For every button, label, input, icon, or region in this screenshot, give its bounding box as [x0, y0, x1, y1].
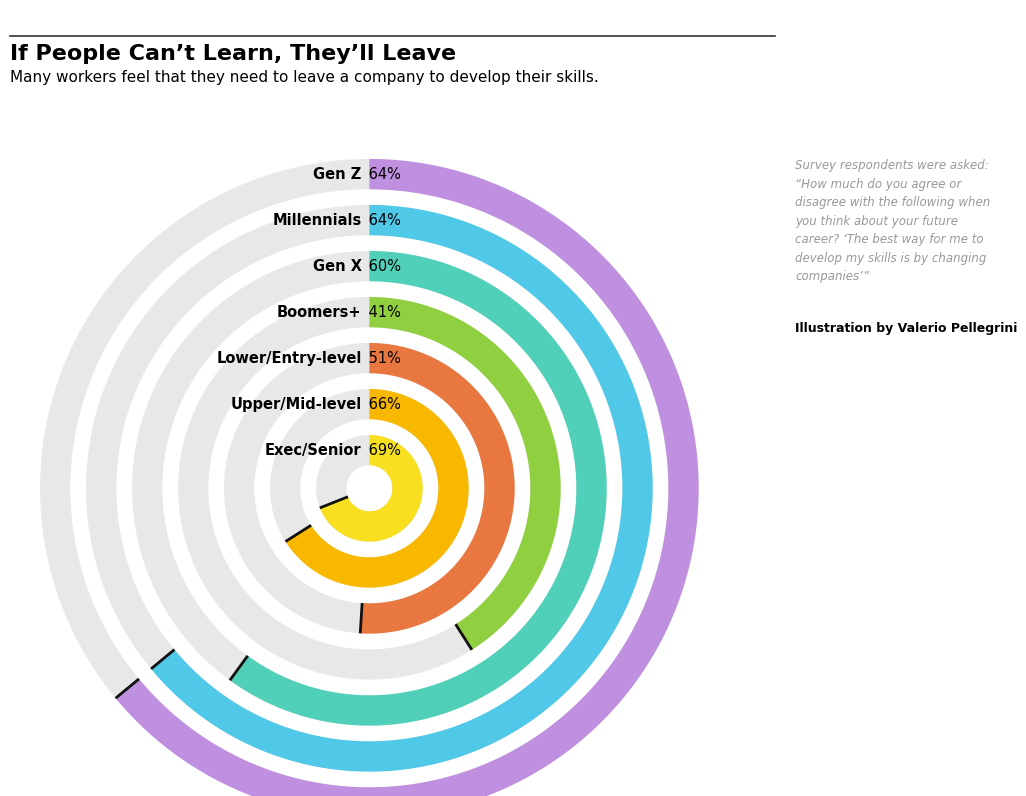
Polygon shape [40, 159, 699, 796]
Text: 51%: 51% [364, 350, 401, 365]
Text: Survey respondents were asked:
“How much do you agree or
disagree with the follo: Survey respondents were asked: “How much… [795, 159, 990, 283]
Text: Boomers+: Boomers+ [277, 305, 361, 320]
Text: If People Can’t Learn, They’ll Leave: If People Can’t Learn, They’ll Leave [10, 44, 457, 64]
Polygon shape [320, 435, 423, 541]
Text: 64%: 64% [364, 213, 401, 228]
Polygon shape [369, 297, 560, 650]
Polygon shape [151, 205, 653, 771]
Polygon shape [230, 251, 606, 726]
Polygon shape [116, 159, 699, 796]
Text: Gen X: Gen X [313, 259, 361, 274]
Text: Illustration by Valerio Pellegrini: Illustration by Valerio Pellegrini [795, 322, 1018, 335]
Text: Upper/Mid-level: Upper/Mid-level [230, 396, 361, 412]
Text: Many workers feel that they need to leave a company to develop their skills.: Many workers feel that they need to leav… [10, 70, 599, 85]
Polygon shape [316, 435, 423, 541]
Text: 60%: 60% [364, 259, 401, 274]
Text: 66%: 66% [364, 396, 401, 412]
Text: Gen Z: Gen Z [313, 166, 361, 181]
Text: Lower/Entry-level: Lower/Entry-level [216, 350, 361, 365]
Polygon shape [224, 343, 515, 634]
Polygon shape [86, 205, 653, 771]
Polygon shape [360, 343, 515, 634]
Text: 64%: 64% [364, 166, 401, 181]
Text: 69%: 69% [364, 443, 401, 458]
Text: 41%: 41% [364, 305, 401, 320]
Text: Exec/Senior: Exec/Senior [265, 443, 361, 458]
Polygon shape [270, 389, 469, 587]
Polygon shape [132, 251, 606, 726]
Text: Millennials: Millennials [272, 213, 361, 228]
Polygon shape [285, 389, 469, 587]
Polygon shape [179, 297, 560, 680]
